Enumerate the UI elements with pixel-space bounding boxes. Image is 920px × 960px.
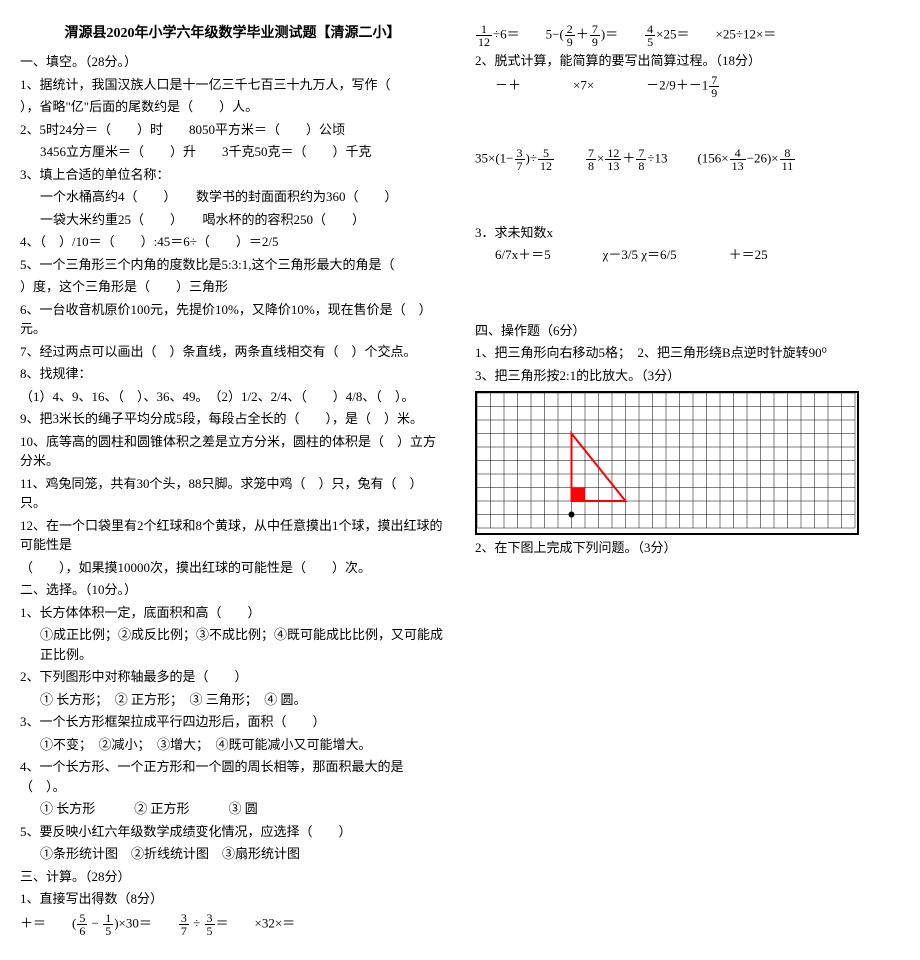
left-column: 渭源县2020年小学六年级数学毕业测试题【清源二小】 一、填空。（28分。） 1…: [20, 20, 445, 940]
c4opt: ① 长方形 ② 正方形 ③ 圆: [20, 799, 445, 819]
c5opt: ①条形统计图 ②折线统计图 ③扇形统计图: [20, 844, 445, 864]
calc3-line: 6/7x＋＝5 χ－3/5 χ＝6/5 ＋＝25: [475, 245, 900, 265]
point-b-marker: [569, 512, 575, 518]
q7: 7、经过两点可以画出（ ）条直线，两条直线相交有（ ）个交点。: [20, 342, 445, 362]
q12a: 12、在一个口袋里有2个红球和8个黄球，从中任意摸出1个球，摸出红球的可能性是: [20, 516, 445, 555]
op-footer: 2、在下图上完成下列问题。（3分）: [475, 538, 900, 558]
eq2: 78×1213＋78÷13: [585, 147, 668, 172]
q6: 6、一台收音机原价100元，先提价10%，又降价10%，现在售价是（ ）元。: [20, 300, 445, 339]
op1: 1、把三角形向右移动5格； 2、把三角形绕B点逆时针旋转90⁰: [475, 343, 900, 363]
q2b: 3456立方厘米＝（ ）升 3千克50克＝（ ）千克: [20, 142, 445, 162]
c3: 3、一个长方形框架拉成平行四边形后，面积（ ）: [20, 712, 445, 732]
calc3-header: 3．求未知数x: [475, 223, 900, 243]
c1opt: ①成正比例；②成反比例；③不成比例；④既可能成比比例，又可能成正比例。: [20, 625, 445, 664]
section3-header: 三、计算。（28分）: [20, 867, 445, 887]
q1b: ），省略"亿"后面的尾数约是（ ）人。: [20, 97, 445, 117]
q5b: ）度，这个三角形是（ ）三角形: [20, 277, 445, 297]
q9: 9、把3米长的绳子平均分成5段，每段占全长的（ ），是（ ）米。: [20, 409, 445, 429]
q8a: （1）4、9、16、（ ）、36、49。 （2）1/2、2/4、（ ）4/8、（…: [20, 387, 445, 407]
q5a: 5、一个三角形三个内角的度数比是5:3:1,这个三角形最大的角是（: [20, 255, 445, 275]
grid-figure: [475, 391, 859, 535]
calc2-line: －＋ ×7× －2/9＋－179: [475, 74, 900, 99]
right-column: 112÷6＝ 5−(29＋79)＝ 45×25＝ ×25÷12×＝ 2、脱式计算…: [475, 20, 900, 940]
q12b: （ ），如果摸10000次，摸出红球的可能性是（ ）次。: [20, 558, 445, 578]
eq1: 35×(1−37)÷512: [475, 147, 555, 172]
op3: 3、把三角形按2:1的比放大。（3分）: [475, 366, 900, 386]
section4-header: 四、操作题（6分）: [475, 321, 900, 341]
right-angle-marker: [572, 488, 586, 502]
c2opt: ① 长方形； ② 正方形； ③ 三角形； ④ 圆。: [20, 690, 445, 710]
q10: 10、底等高的圆柱和圆锥体积之差是立方分米，圆柱的体积是（ ）立方分米。: [20, 432, 445, 471]
c3opt: ①不变； ②减小； ③增大； ④既可能减小又可能增大。: [20, 735, 445, 755]
section2-header: 二、选择。（10分。）: [20, 580, 445, 600]
q3a: 一个水桶高约4（ ） 数学书的封面面积约为360（ ）: [20, 187, 445, 207]
q3b: 一袋大米约重25（ ） 喝水杯的的容积250（ ）: [20, 210, 445, 230]
calc2-header: 2、脱式计算，能简算的要写出简算过程。（18分）: [475, 51, 900, 71]
c5: 5、要反映小红六年级数学成绩变化情况，应选择（ ）: [20, 822, 445, 842]
calc1-row: ＋＝ (56 − 15)×30＝ 37 ÷ 35＝ ×32×＝: [20, 912, 445, 937]
calc1-row2: 112÷6＝ 5−(29＋79)＝ 45×25＝ ×25÷12×＝: [475, 23, 900, 48]
q4: 4、（ ）/10＝（ ）:45＝6÷（ ）＝2/5: [20, 232, 445, 252]
q8: 8、找规律：: [20, 364, 445, 384]
eq-row: 35×(1−37)÷512 78×1213＋78÷13 (156×413−26)…: [475, 147, 900, 172]
calc1-suffix: ×32×＝: [229, 915, 296, 930]
c1: 1、长方体体积一定，底面积和高（ ）: [20, 603, 445, 623]
c2: 2、下列图形中对称轴最多的是（ ）: [20, 667, 445, 687]
q2a: 2、5时24分＝（ ）时 8050平方米＝（ ）公顷: [20, 120, 445, 140]
q1a: 1、据统计，我国汉族人口是十一亿三千七百三十九万人，写作（: [20, 75, 445, 95]
exam-title: 渭源县2020年小学六年级数学毕业测试题【清源二小】: [20, 23, 445, 44]
c4: 4、一个长方形、一个正方形和一个圆的周长相等，那面积最大的是（ ）。: [20, 757, 445, 796]
q3: 3、填上合适的单位名称：: [20, 165, 445, 185]
section1-header: 一、填空。（28分。）: [20, 52, 445, 72]
eq3: (156×413−26)×811: [697, 147, 796, 172]
q11: 11、鸡兔同笼，共有30个头，88只脚。求笼中鸡（ ）只，兔有（ ）只。: [20, 474, 445, 513]
grid-svg: [477, 393, 857, 533]
calc1: 1、直接写出得数（8分）: [20, 889, 445, 909]
